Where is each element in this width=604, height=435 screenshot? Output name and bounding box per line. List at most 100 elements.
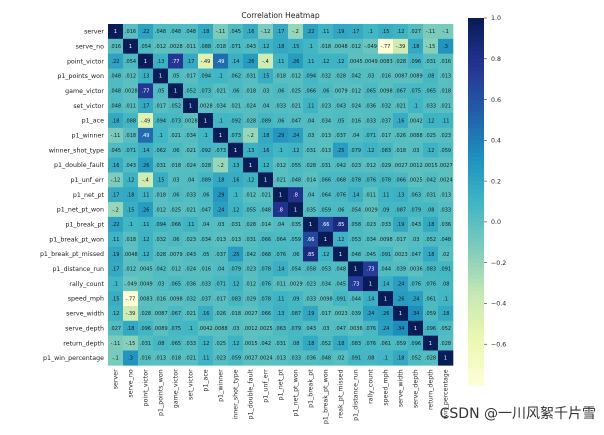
column-label: p1_unf_err (263, 369, 270, 403)
cell-value-label: .017 (215, 296, 226, 302)
cell-value-label: .77 (142, 89, 150, 95)
cell-value-label: .048 (290, 178, 301, 184)
cell-value-label: .06 (322, 89, 330, 95)
cell-value-label: .043 (125, 163, 136, 169)
colorbar-band (468, 71, 484, 76)
cell-value-label: .091 (440, 267, 451, 273)
cell-value-label: .065 (425, 89, 436, 95)
cell-value-label: 1 (279, 192, 282, 198)
cell-value-label: .018 (125, 237, 136, 243)
heatmap-cell (393, 350, 409, 366)
cell-value-label: .048 (320, 356, 331, 362)
heatmap-cell (423, 113, 439, 129)
colorbar-band (468, 99, 484, 105)
cell-value-label: .028 (335, 74, 346, 80)
heatmap-cell (258, 231, 274, 247)
column-label: game_victor (173, 369, 180, 408)
heatmap-cell (198, 24, 214, 40)
heatmap-cell (168, 127, 184, 144)
heatmap-cell (438, 246, 454, 262)
heatmap-cell (408, 142, 424, 158)
heatmap-cell (198, 305, 214, 322)
heatmap-cell (213, 98, 229, 114)
row-label: serve_no (76, 43, 104, 50)
heatmap-cell (183, 142, 199, 158)
heatmap-cell (363, 113, 379, 129)
cell-value-label: .17 (112, 267, 120, 273)
row-labels: server serve_no point_victor p1_points_wong… (40, 29, 105, 362)
row-label: server (84, 29, 104, 36)
heatmap-cell (333, 261, 349, 277)
colorbar-band (468, 66, 484, 72)
column-label: p1_net_pt (278, 369, 285, 401)
cell-value-label: .0029 (288, 282, 302, 288)
heatmap-cell (408, 157, 424, 173)
heatmap-cell (213, 142, 229, 158)
colorbar-band (468, 295, 484, 300)
cell-value-label: .1 (218, 118, 223, 124)
heatmap-cell (333, 142, 349, 158)
heatmap-cell (378, 24, 394, 40)
cell-value-label: .1 (413, 103, 418, 109)
heatmap-cell (393, 320, 409, 336)
cell-value-label: 1 (264, 178, 267, 184)
heatmap-cell (363, 335, 379, 351)
heatmap-cell (258, 24, 274, 40)
heatmap-cell (408, 187, 424, 203)
heatmap-cell (243, 98, 259, 114)
cell-value-label: .073 (230, 133, 241, 139)
cell-value-label: .048 (170, 29, 181, 35)
heatmap-cell (138, 113, 154, 129)
cell-value-label: .091 (335, 296, 346, 302)
cell-value-label: .02 (337, 356, 345, 362)
heatmap-cell (183, 172, 199, 188)
heatmap-cell (408, 113, 424, 129)
cell-value-label: 1 (159, 74, 162, 80)
heatmap-cell (228, 246, 244, 262)
cell-value-label: .18 (217, 178, 225, 184)
heatmap-cell (243, 305, 259, 322)
heatmap-cell (168, 53, 184, 69)
cell-value-label: .18 (427, 252, 435, 258)
heatmap-cell (273, 350, 289, 366)
cell-value-label: .073 (215, 148, 226, 154)
heatmap-cell (438, 187, 454, 203)
cell-value-label: .06 (292, 252, 300, 258)
cell-value-label: .027 (110, 326, 121, 332)
colorbar-band (468, 352, 484, 358)
colorbar-band (468, 172, 484, 178)
heatmap-cell (108, 98, 124, 114)
column-labels: server serve_no point_victor p1_points_won g… (113, 369, 450, 424)
cell-value-label: .011 (125, 103, 136, 109)
cell-value-label: .11 (142, 192, 150, 198)
column-label: p1_distance_run (353, 369, 360, 421)
heatmap-cell (153, 276, 169, 292)
cell-value-label: .05 (202, 252, 210, 258)
heatmap-cell (303, 335, 319, 351)
heatmap-cell (348, 350, 364, 366)
heatmap-cell (123, 335, 139, 351)
cell-value-label: -.49 (201, 59, 211, 65)
cell-value-label: .096 (140, 326, 151, 332)
cell-value-label: .0042 (198, 326, 212, 332)
cell-value-label: .0024 (438, 178, 452, 184)
cell-value-label: .05 (337, 118, 345, 124)
heatmap-cell (273, 157, 289, 173)
colorbar-band (468, 209, 484, 215)
heatmap-cell (303, 113, 319, 129)
heatmap-cell (228, 127, 244, 144)
cell-value-label: .13 (277, 311, 285, 317)
cell-value-label: .043 (335, 103, 346, 109)
cell-value-label: .11 (277, 296, 285, 302)
cell-value-label: .064 (320, 192, 331, 198)
heatmap-cell (348, 305, 364, 322)
heatmap-cell (378, 157, 394, 173)
heatmap-cell (168, 172, 184, 188)
cell-value-label: .14 (232, 59, 240, 65)
cell-value-label: .033 (185, 341, 196, 347)
heatmap-cell (318, 187, 334, 203)
cell-value-label: .042 (335, 163, 346, 169)
heatmap-cell (303, 83, 319, 99)
cell-value-label: .77 (172, 59, 180, 65)
cell-value-label: .094 (200, 74, 211, 80)
